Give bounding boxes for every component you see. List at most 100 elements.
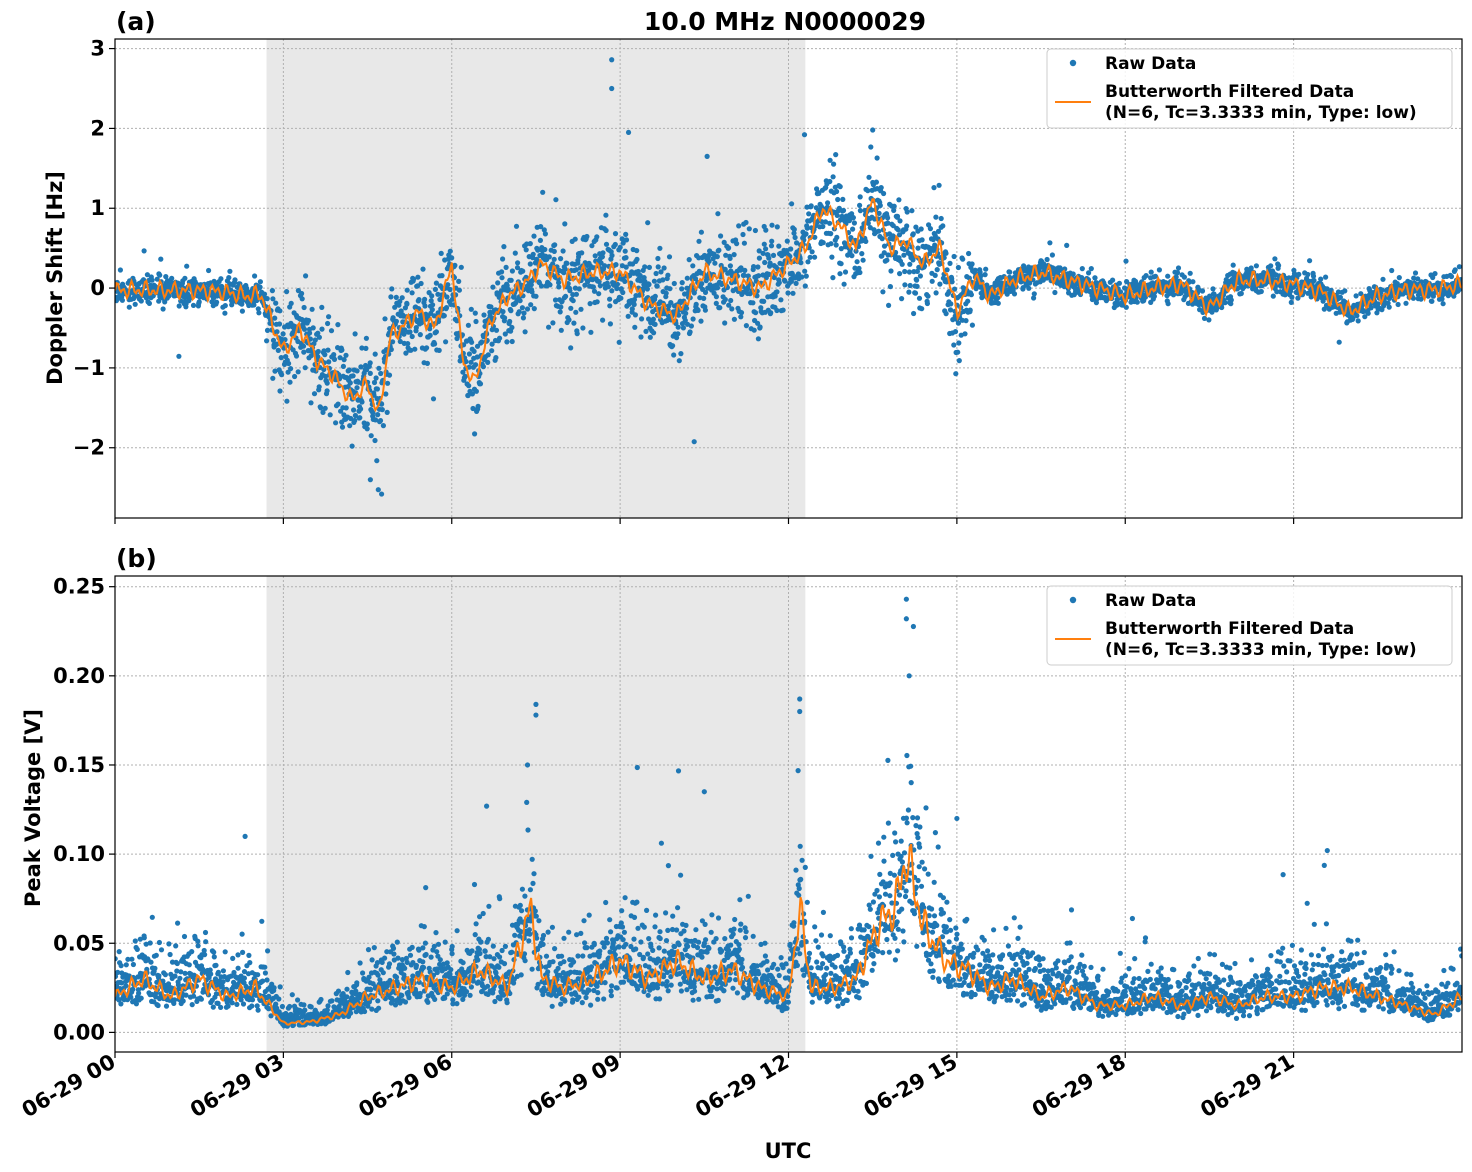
raw-data-point [512,250,518,256]
raw-data-point [1368,305,1374,311]
raw-data-point [857,208,864,214]
raw-data-point [149,991,155,998]
raw-data-point [876,210,882,216]
raw-data-point [279,1003,285,1010]
raw-data-point [117,267,123,273]
raw-data-point [738,314,744,320]
raw-data-point [863,238,869,244]
raw-data-point [1052,289,1058,296]
raw-data-point [887,284,894,290]
raw-data-point [526,927,533,933]
raw-data-point [609,252,615,259]
raw-data-point [1379,287,1385,293]
raw-data-point [479,339,485,345]
raw-data-point [788,246,794,252]
raw-data-point [884,257,890,263]
raw-data-point [651,330,657,336]
raw-data-point [388,346,394,353]
raw-data-point [1310,273,1317,279]
raw-data-point [276,321,283,327]
raw-data-point [581,918,587,924]
raw-data-point [1209,309,1215,315]
raw-data-point [911,310,917,317]
raw-data-point [562,998,568,1004]
raw-data-point [820,223,826,230]
raw-data-point [402,999,409,1005]
raw-data-point [614,281,621,287]
raw-data-point [784,248,790,254]
panel-b-label: (b) [116,544,157,573]
raw-data-point [555,965,561,972]
raw-data-point [1031,295,1037,301]
raw-data-point [594,234,600,240]
raw-data-point [312,337,318,343]
raw-data-point [497,335,503,341]
raw-data-point [1148,269,1154,275]
raw-data-point [489,341,495,347]
figure-title: 10.0 MHz N0000029 [644,7,926,36]
raw-data-point [643,328,649,334]
raw-data-point [738,310,745,316]
raw-data-point [229,1000,235,1006]
raw-data-point [490,284,496,290]
raw-data-point [359,345,365,351]
raw-data-point [182,275,188,281]
raw-data-point [803,231,809,237]
raw-data-point [573,267,579,273]
raw-data-point [943,250,949,256]
raw-data-point [620,289,626,296]
raw-data-point [214,299,220,305]
raw-data-point [767,260,773,266]
raw-data-point [835,196,841,203]
raw-data-point [480,364,486,370]
raw-data-point [952,286,958,292]
raw-data-point [755,336,762,342]
raw-data-point [947,307,954,313]
raw-data-point [852,265,858,271]
raw-data-point [316,384,322,390]
raw-data-point [449,255,455,261]
raw-data-point [239,301,245,307]
raw-data-point [596,291,602,297]
raw-data-point [837,271,843,277]
raw-data-point [1270,293,1276,299]
raw-data-point [321,366,327,373]
raw-data-point [500,309,506,315]
raw-data-point [352,412,358,419]
raw-data-point [423,951,429,958]
raw-data-point [822,219,829,225]
panel-b-peak-voltage: (b) Peak Voltage [V] 0.000.050.100.150.2… [21,544,1463,1058]
raw-data-point [654,283,660,289]
raw-data-point [667,286,673,292]
raw-data-point [816,190,822,196]
raw-data-point [666,254,673,260]
raw-data-point [433,329,439,335]
raw-data-point [684,305,690,311]
raw-data-point [376,365,382,371]
raw-data-point [319,326,325,332]
raw-data-point [756,248,762,254]
raw-data-point [607,296,613,302]
raw-data-point [1090,293,1096,299]
raw-data-point [647,334,653,340]
raw-data-point [162,299,168,305]
raw-data-point [348,1010,354,1016]
raw-data-point [588,964,595,970]
raw-data-point [640,286,647,292]
raw-data-point [365,947,372,953]
raw-data-point [545,929,551,935]
raw-data-point [422,296,428,302]
raw-data-point [512,932,518,938]
raw-data-point [582,940,588,946]
raw-data-point [315,348,321,355]
raw-data-point [397,338,403,345]
raw-data-point [590,284,597,290]
raw-data-point [805,259,811,265]
raw-data-point [123,983,129,989]
raw-data-point [743,219,749,226]
raw-data-point [714,285,721,291]
raw-data-point [690,263,696,269]
raw-data-point [520,315,527,321]
raw-data-point [795,271,802,277]
